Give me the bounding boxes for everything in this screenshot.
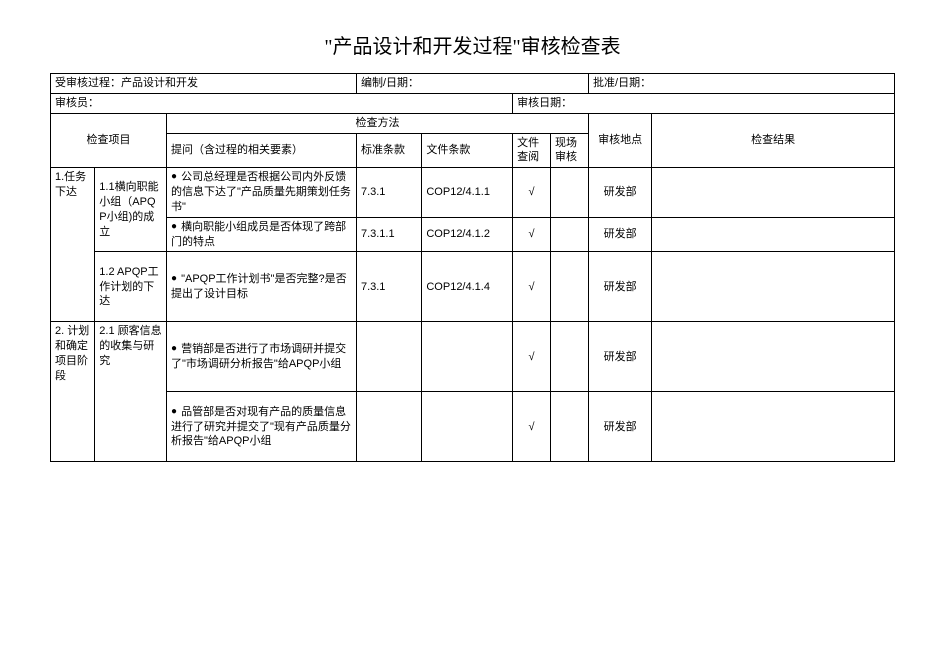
section-2-no: 2. 计划和确定项目阶段 (51, 322, 95, 462)
onsite-cell (551, 322, 589, 392)
onsite-cell (551, 217, 589, 252)
auditor-label: 审核员： (55, 97, 99, 109)
col-location: 审核地点 (589, 113, 652, 168)
table-row: 品管部是否对现有产品的质量信息进行了研究并提交了"现有产品质量分析报告"给APQ… (51, 392, 895, 462)
prepared-label: 编制/日期： (361, 77, 419, 89)
question-cell: 横向职能小组成员是否体现了跨部门的特点 (167, 217, 357, 252)
audit-table: 受审核过程：产品设计和开发 编制/日期： 批准/日期： 审核员： 审核日期： 检… (50, 73, 895, 462)
file-cell (422, 322, 513, 392)
section-2-sub1: 2.1 顾客信息的收集与研究 (95, 322, 167, 462)
auditor-cell: 审核员： (51, 93, 513, 113)
file-cell: COP12/4.1.2 (422, 217, 513, 252)
header-row-1: 受审核过程：产品设计和开发 编制/日期： 批准/日期： (51, 74, 895, 94)
col-onsite: 现场审核 (551, 133, 589, 168)
result-cell (652, 392, 895, 462)
file-cell: COP12/4.1.4 (422, 252, 513, 322)
question-cell: "APQP工作计划书"是否完整?是否提出了设计目标 (167, 252, 357, 322)
question-text: 公司总经理是否根据公司内外反馈的信息下达了"产品质量先期策划任务书" (171, 171, 351, 213)
question-text: 横向职能小组成员是否体现了跨部门的特点 (171, 221, 346, 248)
result-cell (652, 252, 895, 322)
col-std-clause: 标准条款 (356, 133, 421, 168)
question-text: "APQP工作计划书"是否完整?是否提出了设计目标 (171, 273, 347, 300)
table-row: 1.任务下达 1.1横向职能小组（APQP小组)的成立 公司总经理是否根据公司内… (51, 168, 895, 218)
section-1-sub2: 1.2 APQP工作计划的下达 (95, 252, 167, 322)
location-cell: 研发部 (589, 392, 652, 462)
process-value: 产品设计和开发 (121, 77, 198, 89)
colhead-row-1: 检查项目 检查方法 审核地点 检查结果 (51, 113, 895, 133)
location-cell: 研发部 (589, 322, 652, 392)
audit-checklist-document: "产品设计和开发过程"审核检查表 受审核过程：产品设计和开发 编制/日期： 批准… (0, 0, 945, 668)
table-row: 横向职能小组成员是否体现了跨部门的特点 7.3.1.1 COP12/4.1.2 … (51, 217, 895, 252)
std-cell: 7.3.1.1 (356, 217, 421, 252)
process-cell: 受审核过程：产品设计和开发 (51, 74, 357, 94)
lookup-cell: √ (513, 322, 551, 392)
document-title: "产品设计和开发过程"审核检查表 (50, 30, 895, 59)
table-row: 1.2 APQP工作计划的下达 "APQP工作计划书"是否完整?是否提出了设计目… (51, 252, 895, 322)
lookup-cell: √ (513, 392, 551, 462)
prepared-cell: 编制/日期： (356, 74, 588, 94)
audit-date-cell: 审核日期： (513, 93, 895, 113)
std-cell (356, 392, 421, 462)
result-cell (652, 168, 895, 218)
question-text: 品管部是否对现有产品的质量信息进行了研究并提交了"现有产品质量分析报告"给APQ… (171, 406, 351, 448)
process-label: 受审核过程： (55, 77, 121, 89)
onsite-cell (551, 252, 589, 322)
file-cell: COP12/4.1.1 (422, 168, 513, 218)
col-file-clause: 文件条款 (422, 133, 513, 168)
onsite-cell (551, 168, 589, 218)
std-cell: 7.3.1 (356, 168, 421, 218)
lookup-cell: √ (513, 217, 551, 252)
audit-date-label: 审核日期： (517, 97, 572, 109)
col-method-group: 检查方法 (167, 113, 589, 133)
question-cell: 公司总经理是否根据公司内外反馈的信息下达了"产品质量先期策划任务书" (167, 168, 357, 218)
col-question: 提问（含过程的相关要素） (167, 133, 357, 168)
location-cell: 研发部 (589, 168, 652, 218)
question-cell: 营销部是否进行了市场调研并提交了"市场调研分析报告"给APQP小组 (167, 322, 357, 392)
file-cell (422, 392, 513, 462)
question-cell: 品管部是否对现有产品的质量信息进行了研究并提交了"现有产品质量分析报告"给APQ… (167, 392, 357, 462)
section-1-no: 1.任务下达 (51, 168, 95, 322)
std-cell (356, 322, 421, 392)
col-file-lookup: 文件查阅 (513, 133, 551, 168)
lookup-cell: √ (513, 168, 551, 218)
location-cell: 研发部 (589, 217, 652, 252)
lookup-cell: √ (513, 252, 551, 322)
question-text: 营销部是否进行了市场调研并提交了"市场调研分析报告"给APQP小组 (171, 343, 346, 370)
col-result: 检查结果 (652, 113, 895, 168)
header-row-2: 审核员： 审核日期： (51, 93, 895, 113)
table-row: 2. 计划和确定项目阶段 2.1 顾客信息的收集与研究 营销部是否进行了市场调研… (51, 322, 895, 392)
location-cell: 研发部 (589, 252, 652, 322)
result-cell (652, 217, 895, 252)
col-check-item: 检查项目 (51, 113, 167, 168)
result-cell (652, 322, 895, 392)
section-1-sub1: 1.1横向职能小组（APQP小组)的成立 (95, 168, 167, 252)
std-cell: 7.3.1 (356, 252, 421, 322)
approved-cell: 批准/日期： (589, 74, 895, 94)
onsite-cell (551, 392, 589, 462)
approved-label: 批准/日期： (593, 77, 651, 89)
